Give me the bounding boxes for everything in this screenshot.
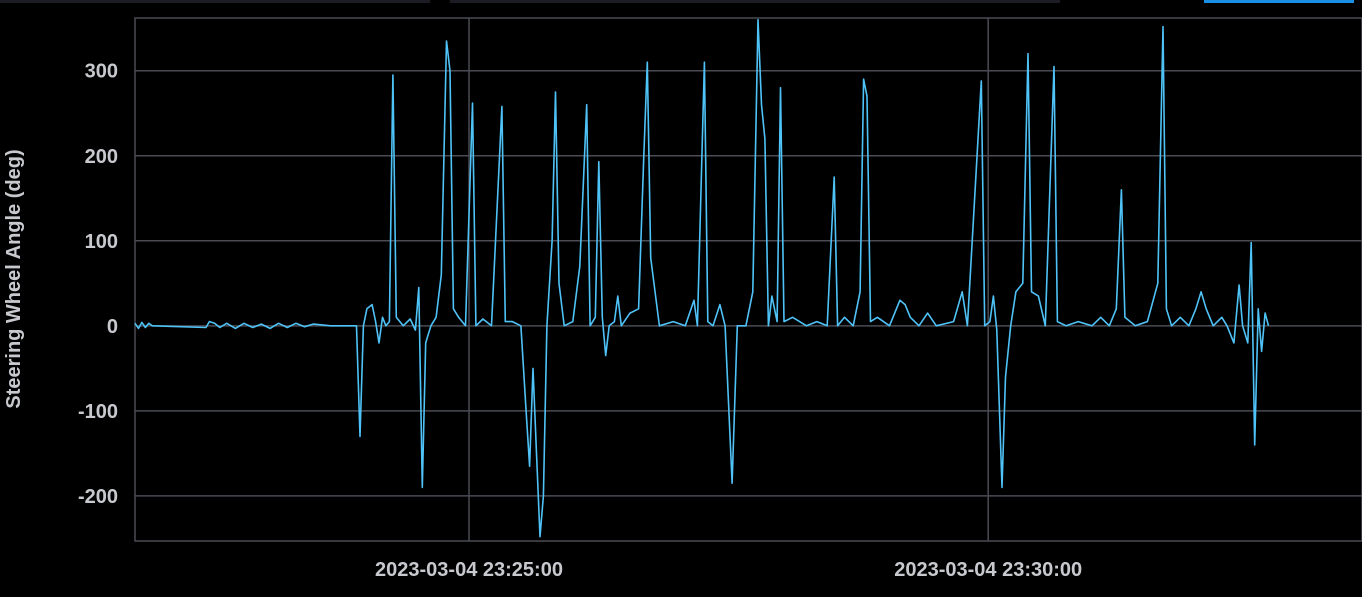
plot-frame [134, 17, 1362, 542]
x-axis-ticks: 2023-03-04 23:25:00 2023-03-04 23:30:00 [375, 559, 1082, 581]
y-tick-label: 300 [85, 61, 118, 83]
y-tick-label: -100 [78, 401, 118, 423]
x-tick-label: 2023-03-04 23:25:00 [375, 559, 563, 581]
y-tick-label: 100 [85, 231, 118, 253]
y-tick-label: 200 [85, 146, 118, 168]
y-tick-label: 0 [107, 316, 118, 338]
series-layer [134, 18, 1270, 538]
y-axis-ticks: 300 200 100 0 -100 -200 [78, 61, 118, 508]
grid [135, 18, 1362, 541]
steering-angle-series-line [134, 18, 1270, 538]
y-tick-label: -200 [78, 486, 118, 508]
y-axis-title: Steering Wheel Angle (deg) [3, 149, 25, 408]
active-tab-indicator[interactable] [1204, 0, 1354, 3]
x-tick-label: 2023-03-04 23:30:00 [894, 559, 1082, 581]
tab-bar-strip-center [450, 0, 1060, 3]
tab-bar-strip-left [0, 0, 430, 3]
